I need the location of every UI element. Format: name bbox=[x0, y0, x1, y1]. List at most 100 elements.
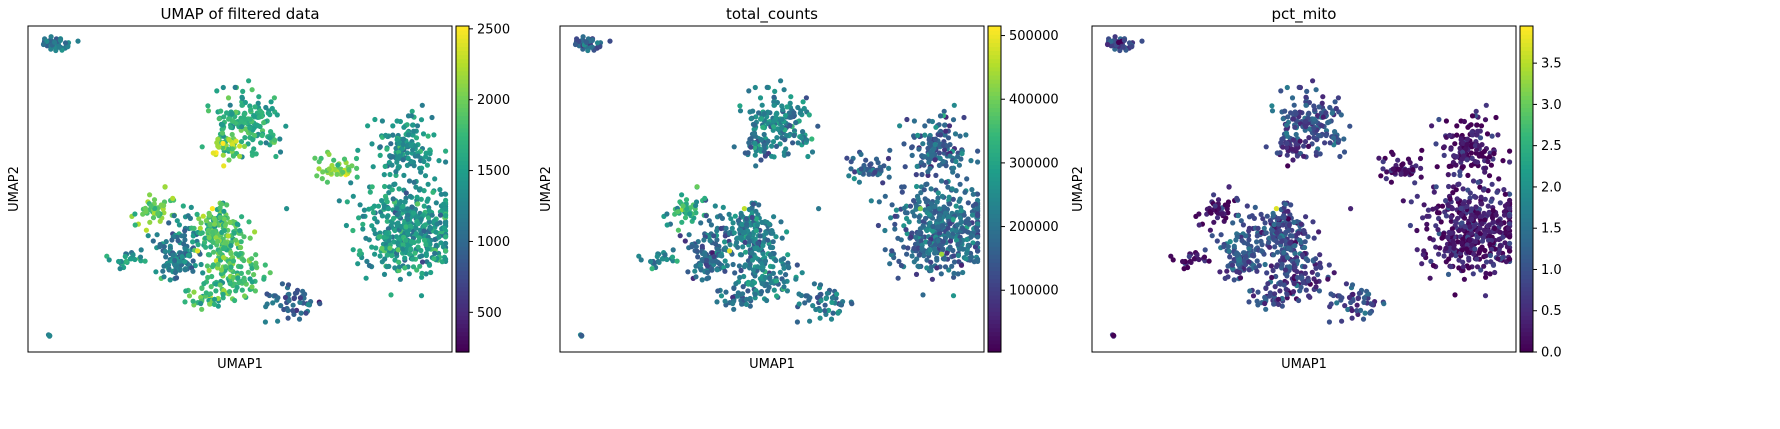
scatter-point bbox=[752, 140, 758, 146]
scatter-point bbox=[218, 201, 225, 207]
scatter-point bbox=[155, 211, 161, 217]
scatter-point bbox=[241, 143, 248, 149]
scatter-point bbox=[927, 240, 933, 246]
scatter-point bbox=[437, 187, 443, 193]
scatter-point bbox=[1472, 143, 1479, 149]
scatter-point bbox=[1262, 220, 1268, 226]
scatter-point bbox=[1438, 219, 1444, 225]
scatter-point bbox=[369, 205, 375, 211]
scatter-point bbox=[1466, 255, 1472, 261]
colorbar-segment bbox=[988, 315, 1001, 320]
scatter-point bbox=[419, 165, 425, 171]
scatter-point bbox=[765, 138, 771, 144]
scatter-point bbox=[770, 139, 777, 145]
scatter-point bbox=[424, 198, 430, 204]
scatter-point bbox=[904, 116, 910, 123]
scatter-point bbox=[1269, 227, 1275, 234]
scatter-point bbox=[863, 157, 869, 163]
scatter-point bbox=[354, 174, 360, 180]
colorbar-segment bbox=[456, 180, 469, 186]
scatter-point bbox=[286, 298, 292, 304]
scatter-point bbox=[936, 162, 943, 168]
scatter-point bbox=[396, 259, 402, 265]
scatter-point bbox=[770, 244, 776, 251]
scatter-point bbox=[1104, 41, 1111, 48]
colorbar-segment bbox=[1520, 87, 1533, 92]
scatter-point bbox=[1284, 145, 1290, 151]
scatter-point bbox=[816, 206, 822, 212]
scatter-point bbox=[132, 222, 138, 228]
scatter-point bbox=[950, 196, 956, 202]
scatter-point bbox=[223, 240, 229, 246]
scatter-point bbox=[241, 234, 247, 240]
colorbar-segment bbox=[988, 217, 1001, 223]
scatter-point bbox=[1390, 166, 1396, 172]
scatter-point bbox=[901, 205, 907, 211]
scatter-point bbox=[932, 141, 938, 148]
scatter-point bbox=[1310, 78, 1316, 84]
scatter-point bbox=[1224, 268, 1230, 274]
colorbar-segment bbox=[1520, 189, 1533, 194]
scatter-point bbox=[199, 285, 205, 291]
scatter-point bbox=[1502, 191, 1508, 197]
scatter-point bbox=[773, 234, 779, 240]
scatter-point bbox=[712, 241, 719, 247]
scatter-point bbox=[53, 47, 59, 54]
scatter-point bbox=[316, 166, 322, 172]
scatter-point bbox=[913, 271, 920, 277]
scatter-point bbox=[1467, 237, 1473, 243]
scatter-point bbox=[913, 234, 919, 240]
scatter-point bbox=[934, 199, 940, 205]
y-axis-label: UMAP2 bbox=[1071, 166, 1086, 212]
scatter-point bbox=[1483, 165, 1489, 171]
scatter-point bbox=[1293, 111, 1299, 117]
scatter-point bbox=[911, 198, 917, 204]
scatter-point bbox=[443, 191, 449, 197]
scatter-point bbox=[205, 227, 211, 234]
scatter-point bbox=[1464, 242, 1470, 248]
scatter-point bbox=[773, 257, 779, 264]
scatter-point bbox=[397, 276, 403, 282]
scatter-point bbox=[1356, 290, 1362, 296]
scatter-point bbox=[1212, 203, 1218, 209]
colorbar-segment bbox=[988, 148, 1001, 153]
scatter-point bbox=[1284, 254, 1291, 261]
scatter-point bbox=[1429, 123, 1435, 129]
scatter-point bbox=[379, 213, 385, 219]
scatter-point bbox=[714, 246, 720, 252]
scatter-point bbox=[922, 154, 928, 160]
scatter-point bbox=[179, 233, 185, 239]
scatter-point bbox=[964, 236, 970, 243]
scatter-point bbox=[761, 146, 768, 152]
scatter-point bbox=[1271, 212, 1277, 218]
scatter-point bbox=[1489, 133, 1495, 139]
scatter-point bbox=[875, 222, 882, 229]
colorbar-tick-label: 200000 bbox=[1009, 220, 1059, 235]
scatter-point bbox=[1360, 316, 1367, 322]
scatter-point bbox=[1507, 159, 1513, 165]
colorbar-segment bbox=[1520, 347, 1533, 353]
scatter-point bbox=[1284, 152, 1290, 158]
scatter-point bbox=[750, 201, 757, 207]
scatter-point bbox=[217, 249, 223, 256]
scatter-point bbox=[682, 215, 689, 221]
scatter-point bbox=[1284, 291, 1290, 297]
scatter-point bbox=[1302, 139, 1309, 145]
scatter-point bbox=[263, 104, 269, 111]
scatter-point bbox=[904, 251, 910, 257]
scatter-point bbox=[1452, 141, 1458, 147]
scatter-point bbox=[1477, 143, 1483, 149]
scatter-point bbox=[273, 153, 279, 160]
scatter-point bbox=[762, 153, 769, 159]
scatter-point bbox=[769, 153, 775, 159]
scatter-point bbox=[1441, 152, 1447, 158]
scatter-point bbox=[267, 270, 273, 276]
colorbar-segment bbox=[456, 241, 469, 247]
scatter-point bbox=[1315, 113, 1321, 119]
colorbar-segment bbox=[1520, 83, 1533, 88]
scatter-point bbox=[239, 124, 245, 130]
scatter-point bbox=[929, 118, 936, 125]
scatter-point bbox=[1470, 271, 1476, 277]
scatter-point bbox=[392, 265, 398, 271]
scatter-point bbox=[249, 149, 255, 155]
